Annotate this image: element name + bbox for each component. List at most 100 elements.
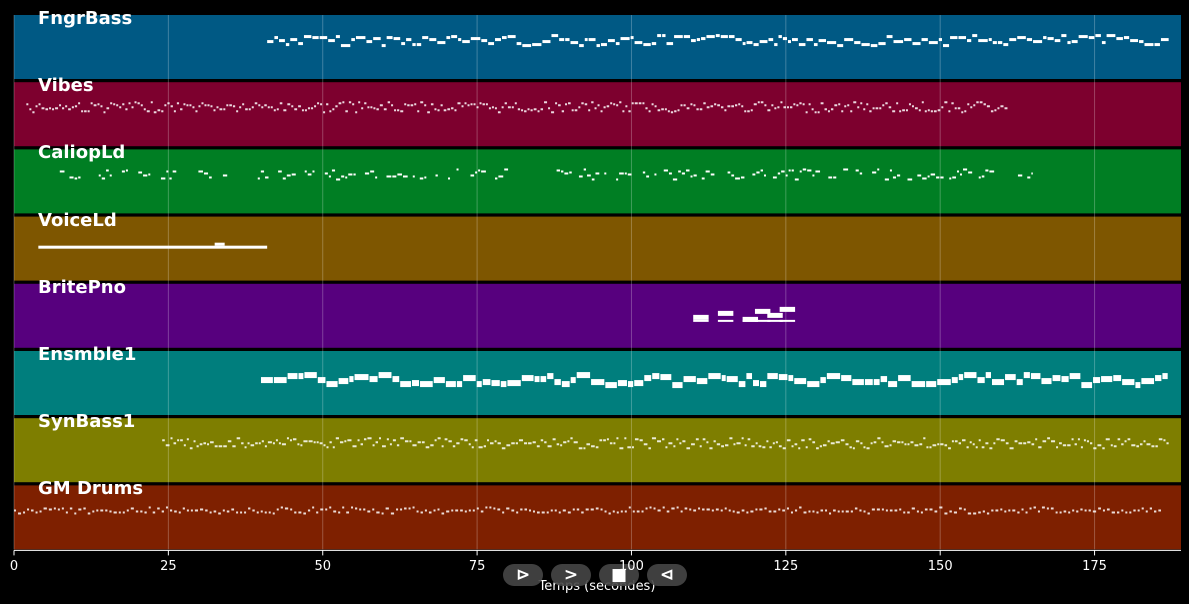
note [270, 106, 273, 109]
note [923, 437, 926, 440]
note [768, 510, 772, 513]
note [578, 447, 583, 450]
back-button[interactable]: ⊲ [647, 564, 687, 586]
note [672, 382, 683, 389]
note [604, 172, 607, 175]
note [732, 510, 735, 513]
note [475, 171, 478, 174]
stop-button[interactable]: ■ [599, 564, 639, 586]
note [544, 101, 548, 104]
note [680, 510, 683, 513]
note [303, 512, 306, 515]
note [808, 438, 812, 441]
note [973, 512, 977, 515]
note [628, 110, 631, 113]
note [1093, 377, 1101, 384]
note [1166, 442, 1169, 445]
note [600, 508, 603, 511]
note [140, 510, 143, 513]
note [470, 174, 475, 177]
note [387, 101, 391, 104]
track-band [14, 82, 1181, 147]
note [433, 509, 436, 512]
note [210, 441, 214, 444]
note [370, 106, 373, 109]
note [381, 512, 384, 515]
note [417, 441, 421, 444]
note [572, 508, 575, 511]
note [597, 104, 600, 107]
note [806, 38, 813, 42]
note [286, 174, 291, 177]
note [241, 442, 244, 445]
note [939, 506, 943, 509]
note [216, 106, 219, 109]
note [96, 509, 99, 512]
note [502, 511, 505, 514]
note [1033, 506, 1036, 509]
play-button[interactable]: ⊳ [503, 564, 543, 586]
note [1038, 446, 1042, 449]
note [889, 169, 892, 172]
note [752, 173, 756, 176]
note [751, 445, 755, 448]
note [236, 437, 241, 440]
note [672, 178, 678, 181]
note [458, 38, 462, 42]
note [370, 170, 375, 173]
note [286, 437, 289, 440]
note [774, 107, 777, 110]
note [352, 445, 357, 448]
note [951, 377, 958, 384]
note [390, 512, 395, 515]
note [31, 509, 34, 512]
note [706, 106, 710, 109]
note [195, 110, 198, 113]
note [533, 108, 537, 111]
note [1055, 511, 1058, 514]
note [866, 103, 869, 106]
note [176, 102, 180, 105]
note [100, 509, 104, 512]
note [927, 109, 930, 112]
note [1043, 36, 1047, 40]
note [815, 170, 821, 173]
note [781, 170, 785, 173]
note [951, 440, 954, 443]
note [691, 443, 695, 446]
note [920, 511, 923, 514]
note [944, 444, 948, 447]
forward-button[interactable]: > [551, 564, 591, 586]
note [396, 508, 399, 511]
note [226, 510, 230, 513]
note [838, 103, 841, 106]
note [464, 510, 467, 513]
note [386, 438, 389, 441]
note [521, 375, 534, 382]
note [793, 103, 796, 106]
note [122, 511, 125, 514]
note [845, 443, 849, 446]
note [957, 107, 961, 110]
note [1031, 443, 1035, 446]
note [27, 508, 30, 511]
note [619, 447, 624, 450]
note [157, 507, 160, 510]
note [888, 381, 898, 388]
note [219, 108, 223, 111]
note [135, 510, 139, 513]
note [222, 174, 228, 177]
note [448, 177, 451, 180]
note [497, 442, 501, 445]
note [392, 175, 397, 178]
note [26, 103, 29, 106]
note [1009, 447, 1014, 450]
note [910, 441, 914, 444]
note [709, 447, 713, 450]
note [1047, 37, 1054, 41]
note [963, 508, 966, 511]
note [649, 506, 652, 509]
note [720, 106, 724, 109]
note [1106, 34, 1116, 38]
note [119, 106, 122, 109]
